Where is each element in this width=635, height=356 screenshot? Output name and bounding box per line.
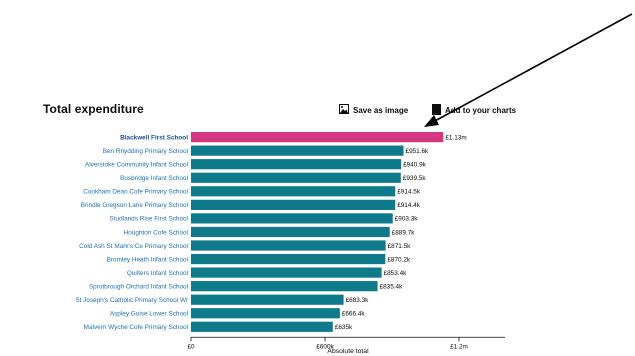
category-label[interactable]: St Joseph's Catholic Primary School Wr: [75, 297, 188, 304]
value-label: £666.4k: [342, 311, 366, 318]
document-plus-icon: [432, 104, 441, 117]
page-title: Total expenditure: [43, 102, 144, 116]
value-label: £871.5k: [388, 243, 412, 250]
category-label[interactable]: Malvern Wyche Cofe Primary School: [84, 324, 188, 331]
chart-bar: [191, 240, 386, 251]
chart-bar: [191, 321, 333, 332]
chart-bar: [191, 132, 444, 143]
chart-bar: [191, 308, 340, 319]
chart-bar: [191, 213, 393, 224]
arrow-annotation: [424, 13, 633, 127]
chart-bar: [191, 159, 402, 170]
value-label: £889.7k: [392, 229, 416, 236]
value-label: £683.3k: [346, 297, 370, 304]
x-tick-label: £600k: [316, 343, 334, 350]
chart-bar: [191, 145, 404, 156]
x-axis: £0 £600k £1.2m: [187, 336, 505, 350]
chart-bar: [191, 253, 386, 265]
value-label: £635k: [335, 324, 353, 331]
category-label[interactable]: Houghton Cofe School: [124, 229, 188, 236]
bars-layer: Blackwell First School £1.13m Ben Rhydding…: [75, 132, 467, 332]
value-label: £903.3k: [395, 216, 419, 223]
value-label: £914.5k: [397, 189, 421, 196]
category-label[interactable]: Busbridge Infant School: [120, 175, 188, 182]
category-label[interactable]: Ben Rhydding Primary School: [103, 148, 188, 155]
category-label[interactable]: Blackwell First School: [120, 134, 188, 141]
chart-bar: [191, 226, 390, 238]
value-label: £951.6k: [406, 148, 430, 155]
category-label[interactable]: Bromley Heath Infant School: [107, 256, 188, 263]
value-label: £939.5k: [403, 175, 427, 182]
category-label[interactable]: Alverstoke Community Infant School: [85, 162, 188, 169]
category-label[interactable]: Aspley Guise Lower School: [110, 311, 188, 318]
chart-bar: [191, 199, 396, 210]
save-as-image-label: Save as image: [353, 105, 409, 115]
value-label: £914.4k: [397, 202, 421, 209]
value-label: £853.4k: [384, 270, 408, 277]
category-label[interactable]: Cookham Dean Cofe Primary School: [83, 189, 188, 196]
add-to-your-charts-label: Add to your charts: [445, 106, 517, 115]
x-tick-label: £1.2m: [450, 343, 468, 350]
chart-bar: [191, 281, 378, 292]
value-label: £940.9k: [403, 162, 427, 169]
chart-bar: [191, 186, 396, 197]
image-icon: [339, 104, 349, 116]
category-label[interactable]: Cold Ash St Mark's Ce Primary School: [79, 243, 188, 250]
category-label[interactable]: Quilters Infant School: [127, 270, 188, 277]
add-to-your-charts-button[interactable]: Add to your charts: [432, 104, 516, 117]
x-tick-label: £0: [187, 343, 195, 350]
value-label: £835.4k: [380, 283, 404, 290]
x-axis-title: Absolute total: [327, 348, 369, 355]
value-label: £1.13m: [445, 134, 466, 141]
category-label[interactable]: Brindle Gregson Lane Primary School: [81, 202, 188, 209]
category-label[interactable]: Sprotbrough Orchard Infant School: [89, 283, 188, 290]
category-label[interactable]: Studlands Rise First School: [110, 216, 189, 223]
value-label: £870.2k: [387, 256, 411, 263]
chart-bar: [191, 172, 401, 183]
save-as-image-button[interactable]: Save as image: [339, 104, 408, 116]
chart-bar: [191, 267, 382, 278]
chart-bar: [191, 294, 344, 305]
